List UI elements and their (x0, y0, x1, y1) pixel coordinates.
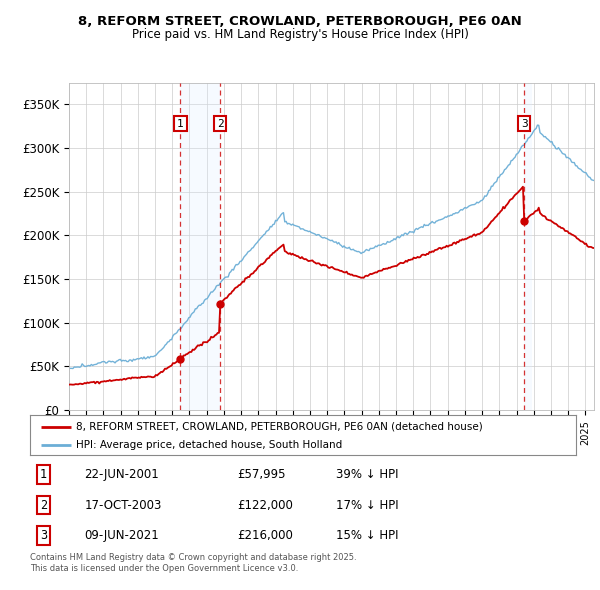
Text: 3: 3 (40, 529, 47, 542)
Text: 39% ↓ HPI: 39% ↓ HPI (336, 468, 398, 481)
Text: £57,995: £57,995 (238, 468, 286, 481)
Text: 1: 1 (177, 119, 184, 129)
Text: 2: 2 (40, 499, 47, 512)
Bar (524, 83, 532, 410)
Text: 22-JUN-2001: 22-JUN-2001 (85, 468, 160, 481)
Text: Price paid vs. HM Land Registry's House Price Index (HPI): Price paid vs. HM Land Registry's House … (131, 28, 469, 41)
Text: £216,000: £216,000 (238, 529, 293, 542)
Text: 15% ↓ HPI: 15% ↓ HPI (336, 529, 398, 542)
Text: 1: 1 (40, 468, 47, 481)
Text: 8, REFORM STREET, CROWLAND, PETERBOROUGH, PE6 0AN (detached house): 8, REFORM STREET, CROWLAND, PETERBOROUGH… (76, 422, 483, 432)
Text: Contains HM Land Registry data © Crown copyright and database right 2025.
This d: Contains HM Land Registry data © Crown c… (30, 553, 356, 573)
Text: 17% ↓ HPI: 17% ↓ HPI (336, 499, 398, 512)
Bar (181, 83, 220, 410)
Text: 3: 3 (521, 119, 527, 129)
Text: 17-OCT-2003: 17-OCT-2003 (85, 499, 162, 512)
Text: HPI: Average price, detached house, South Holland: HPI: Average price, detached house, Sout… (76, 441, 343, 450)
Text: 09-JUN-2021: 09-JUN-2021 (85, 529, 160, 542)
Text: 8, REFORM STREET, CROWLAND, PETERBOROUGH, PE6 0AN: 8, REFORM STREET, CROWLAND, PETERBOROUGH… (78, 15, 522, 28)
Text: 2: 2 (217, 119, 224, 129)
Text: £122,000: £122,000 (238, 499, 293, 512)
